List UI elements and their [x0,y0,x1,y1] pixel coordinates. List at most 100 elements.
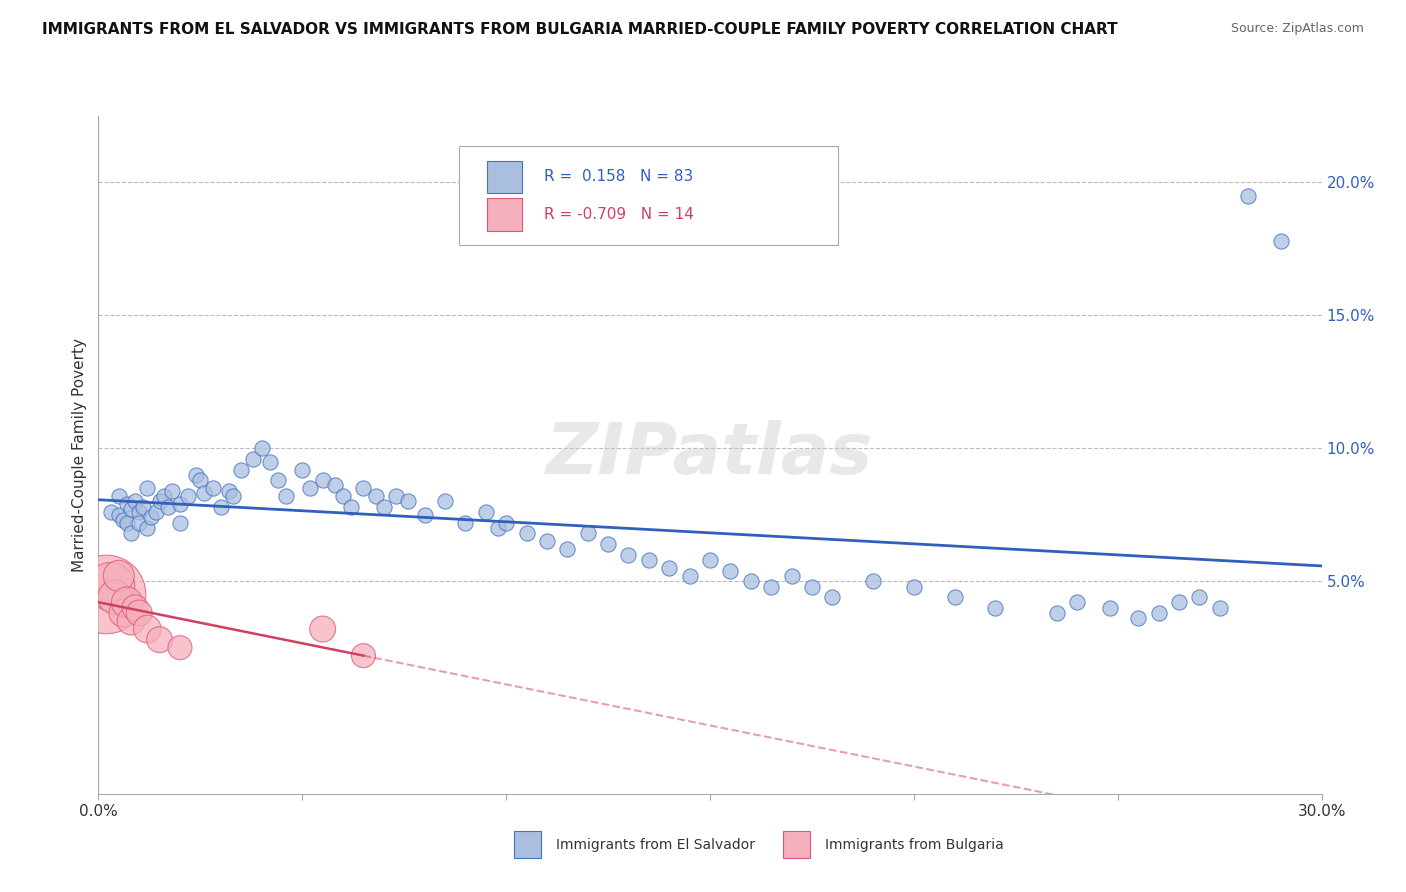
Point [128,516,150,530]
Point [434,494,457,508]
Point [801,580,824,594]
Point [132,500,155,514]
Point [720,564,742,578]
Point [160,483,183,498]
Point [1147,606,1170,620]
Point [209,500,232,514]
Text: IMMIGRANTS FROM EL SALVADOR VS IMMIGRANTS FROM BULGARIA MARRIED-COUPLE FAMILY PO: IMMIGRANTS FROM EL SALVADOR VS IMMIGRANT… [42,22,1118,37]
Point [169,497,191,511]
Point [108,489,131,503]
Point [104,590,127,604]
Point [96,587,118,601]
Point [486,521,509,535]
Point [186,467,208,482]
Point [250,442,273,456]
Point [124,600,146,615]
Point [108,508,131,522]
Point [495,516,517,530]
Point [156,500,179,514]
Point [516,526,538,541]
Point [699,553,721,567]
Point [536,534,558,549]
Point [638,553,661,567]
Point [169,516,191,530]
Point [188,473,212,487]
Point [312,622,335,636]
Point [373,500,395,514]
Point [108,569,131,583]
Point [169,640,191,655]
Point [136,521,159,535]
Point [557,542,579,557]
Point [1045,606,1069,620]
Point [115,497,138,511]
Point [576,526,599,541]
Point [1098,600,1121,615]
Point [617,548,640,562]
Point [115,595,138,609]
Point [598,537,620,551]
Point [141,510,163,524]
Point [111,513,134,527]
Text: ZIPatlas: ZIPatlas [547,420,873,490]
Point [352,481,374,495]
Point [474,505,498,519]
Text: R = -0.709   N = 14: R = -0.709 N = 14 [544,207,693,222]
Point [267,473,290,487]
Point [152,489,174,503]
Point [454,516,477,530]
Point [740,574,762,589]
Point [1270,234,1292,248]
Point [340,500,363,514]
Point [193,486,215,500]
Point [274,489,297,503]
Point [100,505,122,519]
Text: Immigrants from Bulgaria: Immigrants from Bulgaria [825,838,1004,852]
Point [218,483,240,498]
Point [1209,600,1232,615]
Point [821,590,844,604]
Point [120,614,142,628]
Point [364,489,387,503]
Bar [488,198,522,230]
Point [231,462,253,476]
Point [1128,611,1150,625]
Point [332,489,354,503]
Point [413,508,436,522]
Point [903,580,925,594]
Point [149,494,172,508]
Point [1188,590,1211,604]
Point [1066,595,1088,609]
Point [120,526,142,541]
Point [128,505,150,519]
Point [658,561,681,575]
Point [352,648,374,663]
Point [115,516,138,530]
Point [149,632,172,647]
Point [259,454,281,468]
Point [201,481,224,495]
Point [291,462,314,476]
Point [679,569,702,583]
Point [124,494,146,508]
Text: Source: ZipAtlas.com: Source: ZipAtlas.com [1230,22,1364,36]
Point [136,481,159,495]
Point [128,606,150,620]
Text: R =  0.158   N = 83: R = 0.158 N = 83 [544,169,693,185]
Point [943,590,966,604]
Point [242,451,264,466]
Point [120,502,142,516]
Point [780,569,803,583]
Point [222,489,245,503]
Bar [783,831,810,858]
Bar [488,161,522,194]
Point [323,478,346,492]
Point [396,494,419,508]
FancyBboxPatch shape [460,146,838,244]
Point [385,489,408,503]
Point [1167,595,1189,609]
Point [177,489,200,503]
Point [100,580,122,594]
Point [984,600,1007,615]
Bar [515,831,541,858]
